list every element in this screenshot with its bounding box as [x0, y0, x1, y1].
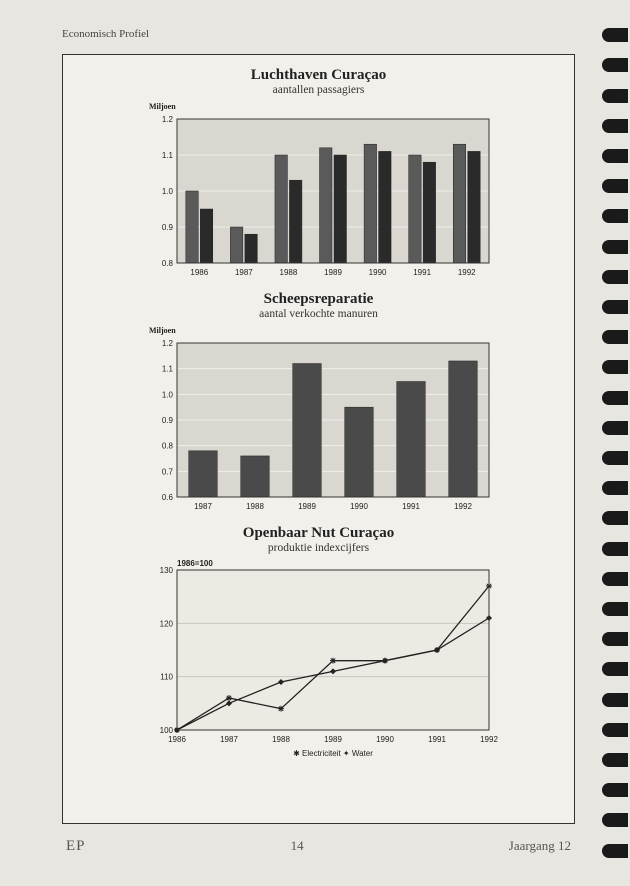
chart-openbaar-nut: Openbaar Nut Curaçao produktie indexcijf…	[87, 525, 550, 760]
footer-left: EP	[66, 838, 86, 855]
svg-text:1988: 1988	[272, 735, 290, 744]
chart2-subtitle: aantal verkochte manuren	[87, 308, 550, 320]
svg-text:1990: 1990	[350, 502, 368, 511]
svg-text:1989: 1989	[324, 268, 342, 277]
svg-text:1989: 1989	[324, 735, 342, 744]
svg-text:1991: 1991	[413, 268, 431, 277]
chart2-title: Scheepsreparatie	[87, 291, 550, 308]
chart3-svg: 1986=100 100 110 120 130 1986 1987 1988 1989 1990…	[139, 560, 499, 760]
chart3-subtitle: produktie indexcijfers	[87, 542, 550, 554]
svg-text:1.1: 1.1	[161, 151, 173, 160]
chart1-subtitle: aantallen passagiers	[87, 84, 550, 96]
svg-text:1987: 1987	[194, 502, 212, 511]
svg-text:0.6: 0.6	[161, 493, 173, 502]
svg-text:110: 110	[160, 673, 173, 682]
svg-text:1992: 1992	[457, 268, 475, 277]
svg-text:1988: 1988	[279, 268, 297, 277]
svg-text:1987: 1987	[220, 735, 238, 744]
svg-text:0.9: 0.9	[161, 223, 173, 232]
svg-text:1991: 1991	[428, 735, 446, 744]
svg-text:1989: 1989	[298, 502, 316, 511]
footer-page-number: 14	[291, 838, 304, 855]
chart-luchthaven: Luchthaven Curaçao aantallen passagiers …	[87, 67, 550, 283]
svg-text:1.2: 1.2	[161, 339, 173, 348]
svg-text:0.8: 0.8	[161, 259, 173, 268]
chart3-title: Openbaar Nut Curaçao	[87, 525, 550, 542]
svg-text:1986=100: 1986=100	[177, 560, 213, 568]
svg-text:100: 100	[159, 726, 173, 735]
chart1-svg: 0.8 0.9 1.0 1.1 1.2 1986 1987 1988 1989 1990 1991 1…	[139, 113, 499, 283]
svg-text:1990: 1990	[368, 268, 386, 277]
svg-text:1992: 1992	[480, 735, 498, 744]
svg-text:130: 130	[159, 566, 173, 575]
chart2-unit: Miljoen	[149, 326, 550, 335]
chart2-svg: 0.6 0.7 0.8 0.9 1.0 1.1 1.2 1987 1988 1989 1990 199…	[139, 337, 499, 517]
svg-text:1.2: 1.2	[161, 115, 173, 124]
page-frame: Luchthaven Curaçao aantallen passagiers …	[62, 54, 575, 824]
chart1-title: Luchthaven Curaçao	[87, 67, 550, 84]
svg-text:1988: 1988	[246, 502, 264, 511]
chart-scheepsreparatie: Scheepsreparatie aantal verkochte manure…	[87, 291, 550, 517]
svg-text:1986: 1986	[168, 735, 186, 744]
svg-text:1.1: 1.1	[161, 365, 173, 374]
svg-text:1990: 1990	[376, 735, 394, 744]
svg-text:1992: 1992	[454, 502, 472, 511]
svg-text:✱ Electriciteit ✦ Water: ✱ Electriciteit ✦ Water	[293, 749, 373, 758]
chart1-unit: Miljoen	[149, 102, 550, 111]
footer-right: Jaargang 12	[509, 838, 571, 855]
svg-text:120: 120	[159, 619, 173, 628]
page-header: Economisch Profiel	[62, 28, 575, 40]
svg-text:0.7: 0.7	[161, 467, 173, 476]
svg-text:0.8: 0.8	[161, 442, 173, 451]
svg-text:1987: 1987	[234, 268, 252, 277]
svg-text:0.9: 0.9	[161, 416, 173, 425]
svg-text:1.0: 1.0	[161, 390, 173, 399]
page-footer: EP 14 Jaargang 12	[62, 838, 575, 855]
svg-text:1986: 1986	[190, 268, 208, 277]
spiral-binding	[602, 0, 630, 886]
svg-text:1.0: 1.0	[161, 187, 173, 196]
svg-text:1991: 1991	[402, 502, 420, 511]
